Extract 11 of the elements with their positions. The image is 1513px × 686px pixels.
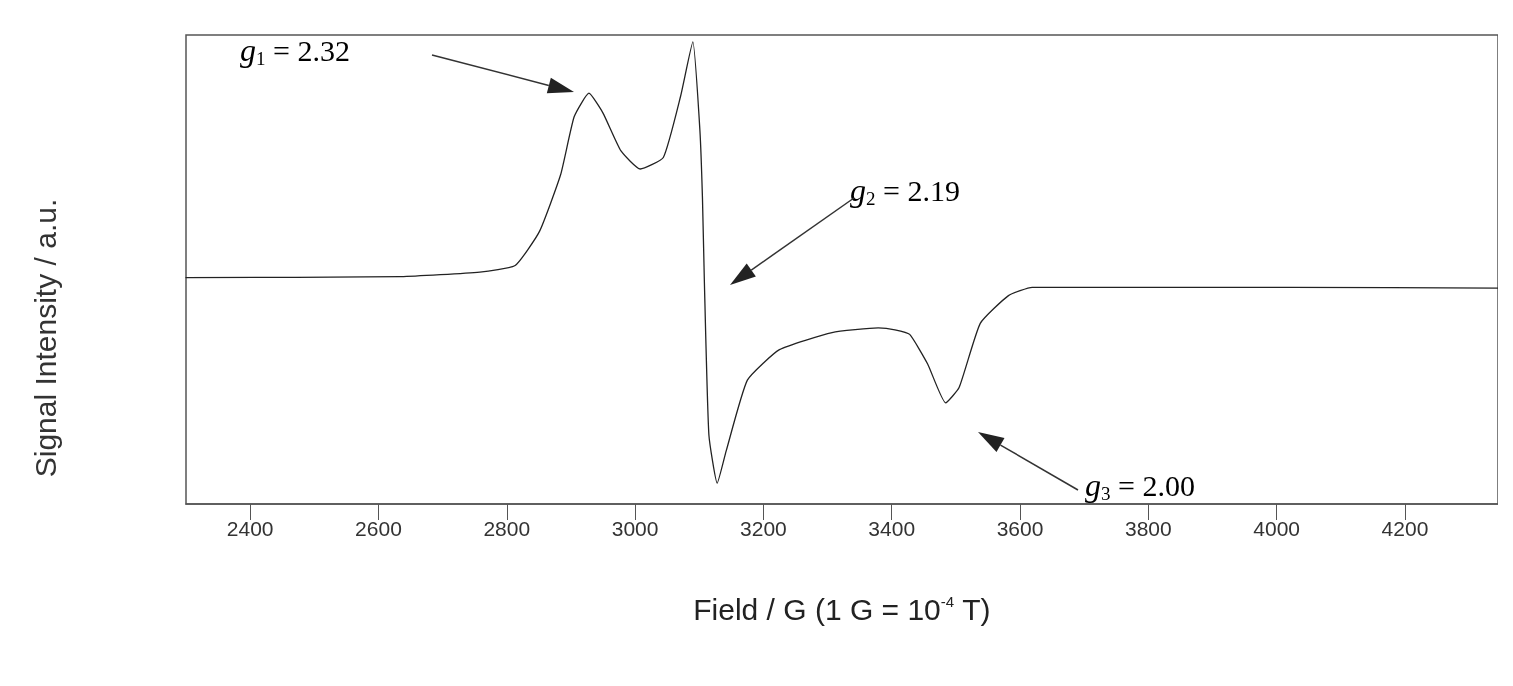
x-tick-label: 3800 bbox=[1124, 517, 1172, 540]
x-tick-label: 3200 bbox=[740, 517, 787, 540]
x-tick-label: 3000 bbox=[611, 517, 659, 540]
x-tick-label: 2800 bbox=[483, 517, 531, 540]
x-tick-label: 3600 bbox=[996, 517, 1044, 540]
x-tick-label: 3400 bbox=[868, 517, 916, 540]
x-tick-label: 2600 bbox=[355, 517, 402, 540]
y-axis-title: Signal Intensity / a.u. bbox=[28, 198, 62, 478]
x-tick-label: 4000 bbox=[1253, 517, 1301, 540]
x-tick-label: 4200 bbox=[1381, 517, 1429, 540]
x-tick-label: 2400 bbox=[226, 517, 274, 540]
